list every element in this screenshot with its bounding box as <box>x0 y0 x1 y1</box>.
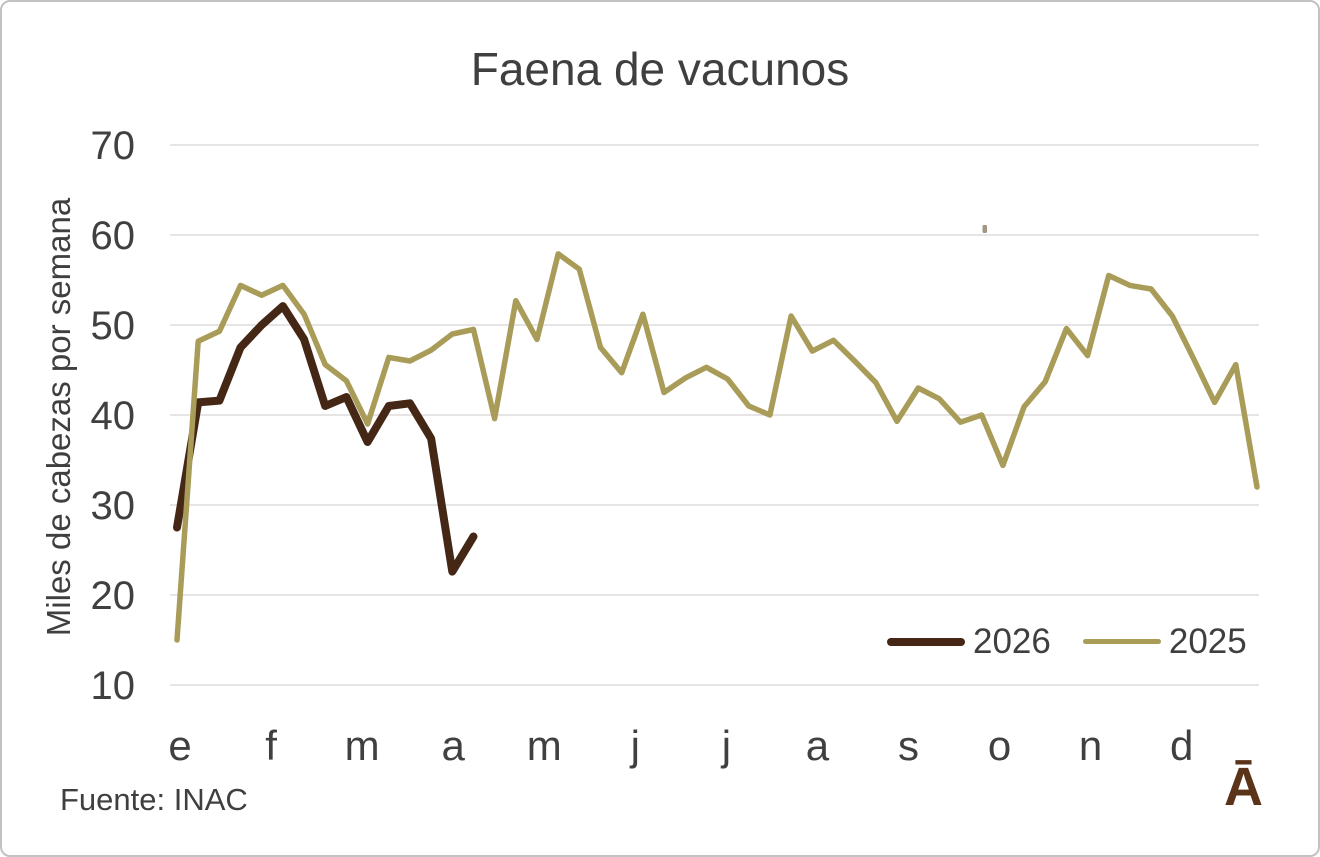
x-tick-label-2-f: f <box>265 722 277 769</box>
legend-label-2025: 2025 <box>1168 622 1247 661</box>
x-tick-label-10-o: o <box>988 722 1011 769</box>
source-text: Fuente: INAC <box>60 782 248 817</box>
x-tick-label-6-j: j <box>629 722 640 769</box>
legend: 2026 2025 <box>887 624 1247 659</box>
speck-artifact <box>982 225 987 233</box>
y-tick-label-30: 30 <box>91 484 136 528</box>
x-tick-label-11-n: n <box>1079 722 1102 769</box>
y-tick-label-50: 50 <box>91 304 136 348</box>
legend-label-2026: 2026 <box>973 622 1051 661</box>
x-tick-label-4-a: a <box>442 722 466 769</box>
y-tick-label-60: 60 <box>91 214 136 258</box>
x-tick-label-9-s: s <box>898 722 919 769</box>
x-tick-label-8-a: a <box>806 722 830 769</box>
legend-item-2026: 2026 <box>887 624 1051 659</box>
y-tick-label-40: 40 <box>91 394 136 438</box>
legend-line-swatch-2026 <box>887 637 965 646</box>
chart-title: Faena de vacunos <box>470 43 850 95</box>
x-tick-label-5-m: m <box>527 722 562 769</box>
y-tick-label-20: 20 <box>91 574 136 618</box>
legend-line-swatch-2025 <box>1082 638 1161 645</box>
x-tick-label-12-d: d <box>1170 722 1193 769</box>
y-tick-label-70: 70 <box>91 124 136 168</box>
y-tick-label-10: 10 <box>91 664 136 708</box>
x-tick-label-1-e: e <box>168 722 191 769</box>
legend-item-2025: 2025 <box>1082 622 1247 661</box>
x-tick-label-7-j: j <box>720 722 731 769</box>
series-line-2025 <box>174 251 1260 643</box>
series-line-2026 <box>173 302 478 576</box>
x-tick-label-3-m: m <box>345 722 380 769</box>
brand-logo: Ā <box>1224 757 1263 817</box>
